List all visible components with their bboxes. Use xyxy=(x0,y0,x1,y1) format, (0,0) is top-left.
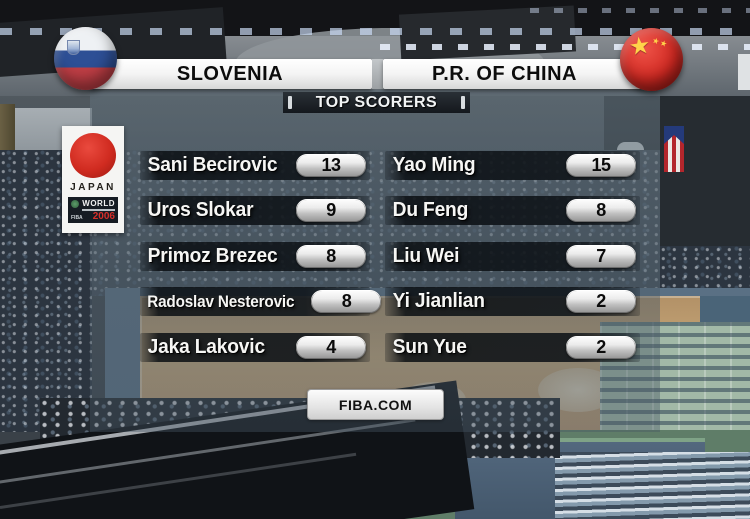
player-points: 2 xyxy=(596,337,606,357)
player-points: 13 xyxy=(321,155,341,175)
puerto-rico-flag-icon xyxy=(664,126,684,172)
fiba-com-tag: FIBA.COM xyxy=(307,389,444,420)
scorer-row: Sani Becirovic 13 xyxy=(140,151,370,180)
globe-icon xyxy=(71,200,79,208)
player-points: 8 xyxy=(596,200,606,220)
host-country-label: JAPAN xyxy=(70,182,116,193)
scorer-row: Sun Yue 2 xyxy=(385,333,640,362)
team-bar-divider xyxy=(372,59,383,89)
player-name: Du Feng xyxy=(392,199,469,221)
player-points: 8 xyxy=(341,291,352,311)
scorer-row: Primoz Brezec 8 xyxy=(140,242,370,271)
team-name-left: SLOVENIA xyxy=(176,62,284,85)
score-pill: 2 xyxy=(566,336,636,359)
team-name-right: P.R. OF CHINA xyxy=(431,62,578,85)
scorer-row: Du Feng 8 xyxy=(385,196,640,225)
player-name: Radoslav Nesterovic xyxy=(147,291,295,311)
player-name: Jaka Lakovic xyxy=(147,336,265,358)
player-name: Sun Yue xyxy=(392,336,467,358)
player-name: Yao Ming xyxy=(392,154,476,176)
player-name: Uros Slokar xyxy=(147,199,254,221)
arena-lights xyxy=(0,28,750,35)
host-event-badge: JAPAN WORLD FIBA 2006 xyxy=(62,126,124,233)
score-pill: 7 xyxy=(566,245,636,268)
score-pill: 9 xyxy=(296,199,366,222)
scorer-row: Yi Jianlian 2 xyxy=(385,287,640,316)
event-name: WORLD xyxy=(82,199,115,208)
team-name-bar-right: P.R. OF CHINA xyxy=(383,59,660,89)
player-points: 9 xyxy=(326,200,336,220)
event-year: 2006 xyxy=(92,211,115,222)
top-scorers-title: TOP SCORERS xyxy=(315,93,438,111)
score-pill: 8 xyxy=(566,199,636,222)
scorer-row: Radoslav Nesterovic 8 xyxy=(140,287,382,316)
player-name: Primoz Brezec xyxy=(147,245,278,267)
arena-lights xyxy=(380,44,750,50)
player-name: Yi Jianlian xyxy=(392,290,485,312)
score-pill: 13 xyxy=(296,154,366,177)
event-org: FIBA xyxy=(71,215,83,221)
scorer-row: Yao Ming 15 xyxy=(385,151,640,180)
score-pill: 8 xyxy=(311,290,382,313)
fiba-world-2006-logo: WORLD FIBA 2006 xyxy=(68,197,118,223)
score-pill: 8 xyxy=(296,245,366,268)
player-points: 2 xyxy=(596,291,606,311)
badge-divider xyxy=(82,209,115,211)
player-points: 8 xyxy=(326,246,336,266)
slovenia-coat-of-arms xyxy=(67,40,80,55)
arena-lights xyxy=(530,8,750,13)
china-flag-icon xyxy=(620,28,683,91)
player-name: Sani Becirovic xyxy=(147,154,278,176)
score-pill: 4 xyxy=(296,336,366,359)
player-points: 7 xyxy=(596,246,606,266)
fiba-com-label: FIBA.COM xyxy=(338,396,413,413)
wall-highlight xyxy=(738,54,750,90)
seat-rows xyxy=(555,452,750,519)
player-name: Liu Wei xyxy=(392,245,460,267)
slovenia-flag-icon xyxy=(54,27,117,90)
score-pill: 2 xyxy=(566,290,636,313)
scorer-row: Uros Slokar 9 xyxy=(140,196,370,225)
scorer-row: Jaka Lakovic 4 xyxy=(140,333,370,362)
player-points: 15 xyxy=(591,155,611,175)
japan-sun-icon xyxy=(70,133,116,178)
player-points: 4 xyxy=(326,337,336,357)
crowd-left xyxy=(0,150,92,432)
score-pill: 15 xyxy=(566,154,636,177)
top-scorers-title-bar: TOP SCORERS xyxy=(283,92,470,113)
scorer-row: Liu Wei 7 xyxy=(385,242,640,271)
team-name-bar-left: SLOVENIA xyxy=(88,59,372,89)
